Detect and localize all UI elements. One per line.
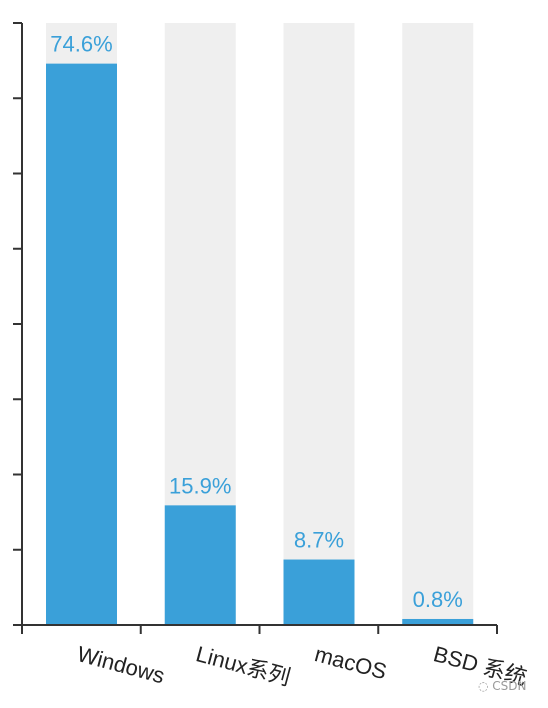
watermark-icon: ◌ [478, 679, 493, 693]
background-bar [402, 23, 474, 625]
value-label: 8.7% [294, 528, 344, 553]
value-label: 0.8% [413, 587, 463, 612]
x-tick-label: macOS [312, 641, 389, 684]
background-bar [283, 23, 355, 625]
value-label: 15.9% [169, 473, 231, 498]
x-tick-label: Linux系列 [193, 641, 293, 690]
bar-4 [402, 618, 474, 625]
bar-1 [46, 63, 117, 625]
bar-2 [164, 505, 236, 625]
value-label: 74.6% [50, 32, 112, 57]
x-tick-label: Windows [75, 641, 168, 688]
x-tick-labels: Windows Linux系列 macOS BSD 系统 [75, 641, 530, 690]
data-bars [46, 63, 474, 625]
watermark: ◌ CSDN [478, 679, 527, 693]
bar-3 [283, 559, 355, 625]
axes [13, 22, 498, 634]
watermark-text: CSDN [492, 679, 527, 693]
value-labels: 74.6% 15.9% 8.7% 0.8% [50, 32, 463, 612]
